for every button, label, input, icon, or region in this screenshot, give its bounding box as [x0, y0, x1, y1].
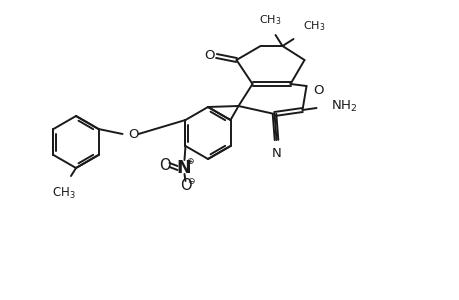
Text: CH$_3$: CH$_3$: [302, 19, 325, 33]
Text: N: N: [271, 147, 281, 160]
Text: CH$_3$: CH$_3$: [52, 186, 76, 201]
Text: O: O: [179, 178, 191, 194]
Text: O: O: [158, 158, 170, 172]
Text: O: O: [128, 128, 139, 140]
Text: O: O: [313, 83, 323, 97]
Text: CH$_3$: CH$_3$: [259, 13, 281, 27]
Text: $\ominus$: $\ominus$: [187, 176, 196, 186]
Text: $\oplus$: $\oplus$: [186, 156, 195, 166]
Text: NH$_2$: NH$_2$: [330, 98, 356, 114]
Text: N: N: [176, 159, 190, 177]
Text: O: O: [204, 49, 214, 62]
